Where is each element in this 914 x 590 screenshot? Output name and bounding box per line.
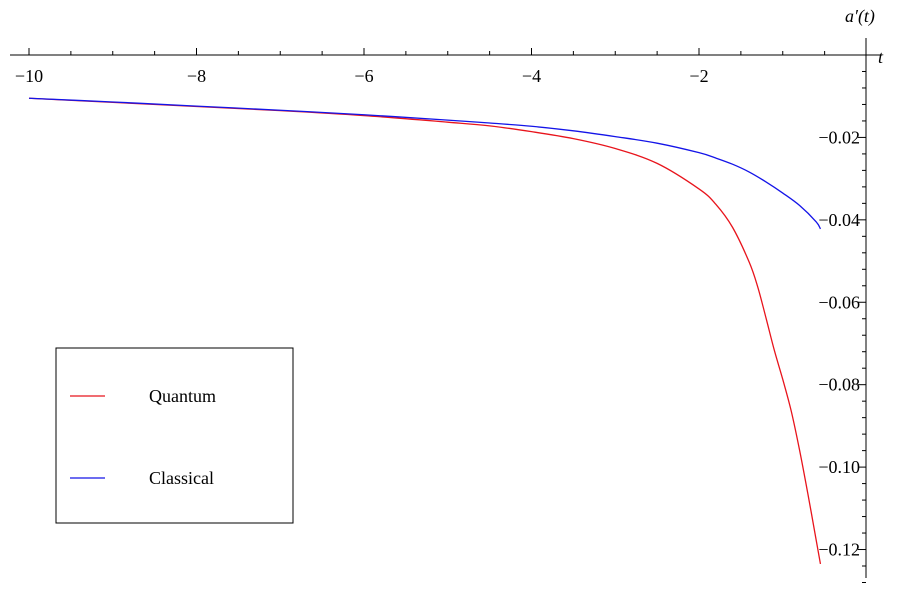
y-tick-label: −0.02 — [818, 127, 860, 147]
y-tick-label: −0.06 — [818, 292, 860, 312]
legend-box — [55, 347, 294, 524]
legend: Quantum Classical — [55, 347, 294, 524]
y-tick-label: −0.08 — [818, 375, 860, 395]
x-tick-label: −4 — [522, 66, 541, 86]
y-tick-label: −0.10 — [818, 457, 860, 477]
legend-label-classical: Classical — [149, 468, 214, 488]
x-tick-label: −6 — [354, 66, 373, 86]
x-axis-label: t — [878, 47, 884, 67]
x-tick-label: −10 — [15, 66, 43, 86]
x-tick-label: −8 — [187, 66, 206, 86]
legend-label-quantum: Quantum — [149, 386, 216, 406]
series-line-classical — [28, 97, 822, 230]
series-lines — [28, 97, 822, 565]
y-axis-label: a′(t) — [845, 6, 875, 27]
x-tick-label: −2 — [689, 66, 708, 86]
y-tick-label: −0.04 — [818, 210, 860, 230]
y-tick-label: −0.12 — [818, 540, 860, 560]
axes: −10 −8 −6 −4 −2 −0.02 −0.04 −0.06 −0.08 −0.10 −0.1… — [10, 38, 882, 583]
